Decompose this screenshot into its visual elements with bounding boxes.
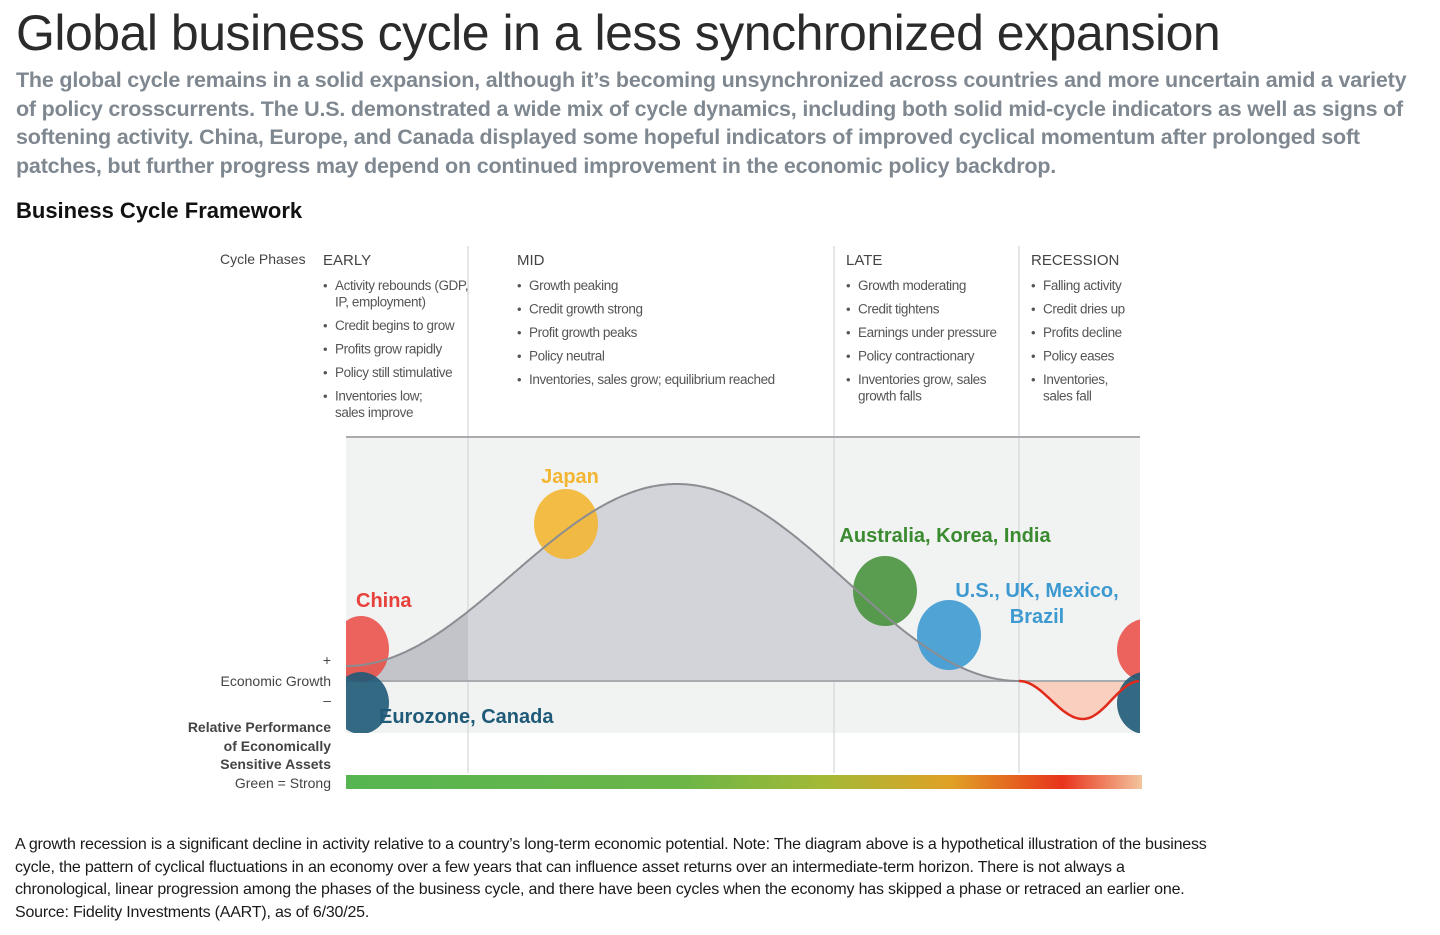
phase-descriptions: EARLY • Activity rebounds (GDP, IP, employm… (323, 252, 1125, 420)
performance-label-line-1: Relative Performance (188, 719, 331, 735)
phase-bullet-mid-3: Policy neutral (529, 349, 605, 364)
bullet-dot: • (1031, 302, 1036, 317)
bullet-dot: • (1031, 349, 1036, 364)
phase-bullet-late-3: Policy contractionary (858, 349, 975, 364)
eurozone-canada-marker (346, 672, 389, 733)
phase-bullet-early-4: sales improve (335, 405, 413, 420)
bullet-dot: • (846, 372, 851, 387)
cycle-curve-line (346, 483, 1019, 682)
phase-bullet-early-1: Credit begins to grow (335, 318, 455, 333)
phase-header-early: EARLY (323, 252, 371, 269)
us-uk-mexico-brazil-marker (917, 600, 981, 670)
phase-bullet-mid-0: Growth peaking (529, 278, 618, 293)
us-uk-mexico-label-line-1: U.S., UK, Mexico, (955, 580, 1118, 602)
phase-bullet-early-3: Policy still stimulative (335, 365, 452, 380)
japan-label: Japan (541, 466, 599, 488)
growth-minus-sign: – (323, 692, 331, 708)
recession-curve-line (1018, 679, 1140, 721)
us-uk-mexico-label-line-2: Brazil (1010, 606, 1064, 628)
phase-header-recession: RECESSION (1031, 252, 1119, 269)
phase-bullet-recession-0: Falling activity (1043, 278, 1122, 293)
phase-bullet-mid-1: Credit growth strong (529, 302, 643, 317)
bullet-dot: • (517, 302, 522, 317)
bullet-dot: • (323, 318, 328, 333)
phase-bullet-early-2: Profits grow rapidly (335, 342, 442, 357)
business-cycle-diagram: Cycle Phases + Economic Growth – Relativ… (188, 246, 1142, 791)
page-title: Global business cycle in a less synchron… (16, 5, 1221, 61)
bullet-dot: • (1031, 372, 1036, 387)
bullet-dot: • (323, 389, 328, 404)
china-label: China (356, 590, 412, 612)
section-heading: Business Cycle Framework (16, 198, 303, 223)
bullet-dot: • (1031, 278, 1036, 293)
phase-bullet-late-2: Earnings under pressure (858, 325, 997, 340)
phase-bullet-recession-2: Profits decline (1043, 325, 1122, 340)
phase-bullet-late-1: Credit tightens (858, 302, 940, 317)
bullet-dot: • (846, 278, 851, 293)
phase-bullet-early-0: Activity rebounds (GDP, (335, 278, 468, 293)
phase-bullet-early-0: IP, employment) (335, 295, 426, 310)
growth-plus-sign: + (323, 652, 331, 668)
phase-header-late: LATE (846, 252, 882, 269)
bullet-dot: • (517, 372, 522, 387)
phase-bullet-late-4: Inventories grow, sales (858, 372, 987, 387)
phase-bullet-early-4: Inventories low; (335, 389, 422, 404)
bullet-dot: • (846, 325, 851, 340)
phase-bullet-late-0: Growth moderating (858, 278, 966, 293)
cycle-phases-label: Cycle Phases (220, 251, 306, 267)
bullet-dot: • (517, 325, 522, 340)
bullet-dot: • (517, 278, 522, 293)
bullet-dot: • (1031, 325, 1036, 340)
bullet-dot: • (323, 278, 328, 293)
performance-gradient-bar (346, 775, 1142, 789)
phase-header-mid: MID (517, 252, 545, 269)
eurozone-canada-marker-right (1117, 672, 1140, 733)
bullet-dot: • (323, 365, 328, 380)
bullet-dot: • (846, 302, 851, 317)
recession-dip-fill (1019, 681, 1140, 719)
bullet-dot: • (846, 349, 851, 364)
eurozone-canada-label: Eurozone, Canada (379, 706, 554, 728)
page-subtitle: The global cycle remains in a solid expa… (16, 68, 1407, 178)
china-marker-right (1117, 619, 1140, 681)
economic-growth-label: Economic Growth (221, 673, 331, 689)
performance-legend: Green = Strong (235, 775, 331, 791)
bullet-dot: • (323, 342, 328, 357)
phase-bullet-recession-4: Inventories, (1043, 372, 1108, 387)
footnote: A growth recession is a significant decl… (15, 836, 1207, 921)
phase-bullet-recession-4: sales fall (1043, 389, 1092, 404)
cycle-curve-area (346, 484, 1019, 681)
phase-bullet-mid-4: Inventories, sales grow; equilibrium rea… (529, 372, 775, 387)
australia-korea-india-marker (853, 556, 917, 626)
phase-bullet-recession-3: Policy eases (1043, 349, 1115, 364)
bullet-dot: • (517, 349, 522, 364)
phase-bullet-recession-1: Credit dries up (1043, 302, 1125, 317)
phase-bullet-mid-2: Profit growth peaks (529, 325, 638, 340)
australia-korea-india-label: Australia, Korea, India (839, 525, 1051, 547)
phase-bullet-late-4: growth falls (858, 389, 922, 404)
performance-label-line-2: of Economically (224, 738, 332, 754)
performance-label-line-3: Sensitive Assets (220, 756, 331, 772)
